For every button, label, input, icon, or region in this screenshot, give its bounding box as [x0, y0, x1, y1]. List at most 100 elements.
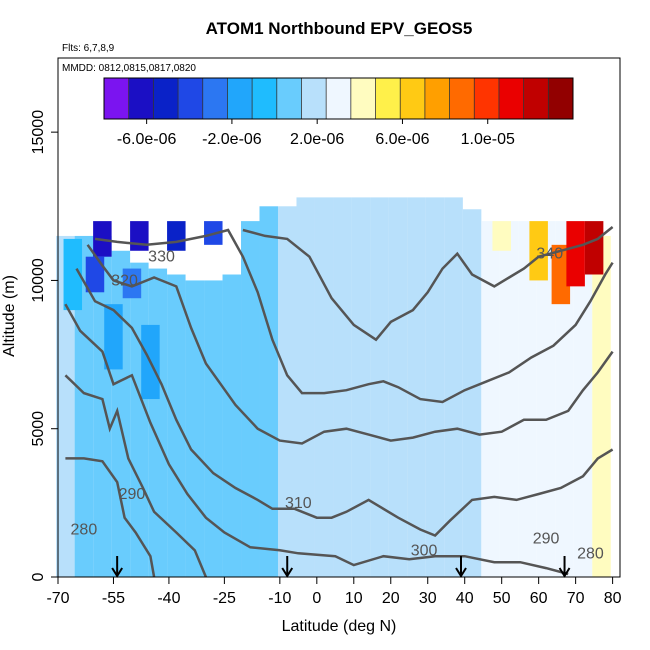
- contour-280: [65, 457, 156, 578]
- x-tick-label: 10: [345, 590, 363, 607]
- heatmap-cell: [122, 268, 142, 299]
- contour-300: [64, 303, 569, 576]
- heatmap-cell: [481, 221, 500, 577]
- colorbar-tick-label: -6.0e-06: [117, 131, 177, 148]
- heatmap-cell: [499, 221, 519, 577]
- colorbar-swatch: [449, 78, 475, 119]
- heatmap-cells: [56, 197, 611, 578]
- heatmap-cell: [492, 221, 511, 251]
- x-tick-label: 20: [382, 590, 400, 607]
- x-tick-label: 70: [567, 590, 585, 607]
- heatmap-cell: [222, 274, 242, 577]
- heatmap-cell: [104, 304, 123, 370]
- heatmap-cell: [536, 221, 556, 577]
- heatmap-cell: [296, 197, 315, 578]
- x-tick-label: -40: [157, 590, 180, 607]
- contour-330: [94, 228, 614, 404]
- heatmap-cell: [529, 221, 548, 281]
- heatmap-cell: [74, 235, 94, 577]
- x-tick-label: 50: [493, 590, 511, 607]
- colorbar-tick-label: -2.0e-06: [202, 131, 262, 148]
- colorbar-swatch: [474, 78, 500, 119]
- contour-label: 280: [577, 545, 604, 562]
- x-tick-label: 40: [456, 590, 474, 607]
- flight-arrowhead: [111, 567, 124, 578]
- x-tick-label: 30: [419, 590, 437, 607]
- dates-label: MMDD: 0812,0815,0817,0820: [62, 63, 196, 74]
- colorbar-swatch: [424, 78, 451, 119]
- colorbar-swatch: [548, 78, 574, 119]
- x-axis: -70 -55 -40 -25 -10 0 10 20 30 40 50 60 70 80: [46, 577, 622, 607]
- flight-arrowhead: [455, 567, 467, 578]
- heatmap-cell: [592, 235, 611, 577]
- colorbar-tick-label: 1.0e-05: [461, 131, 515, 148]
- colorbar-swatch: [523, 78, 549, 119]
- contour-310: [75, 267, 614, 537]
- colorbar-frame: [103, 77, 574, 120]
- heatmap-cell: [277, 206, 297, 578]
- colorbar-swatch: [276, 78, 302, 119]
- heatmap-cell: [566, 221, 585, 287]
- x-tick-label: 0: [312, 590, 321, 607]
- chart-title: ATOM1 Northbound EPV_GEOS5: [206, 19, 473, 38]
- contour-lines: [64, 226, 614, 578]
- colorbar-swatch: [326, 78, 352, 119]
- contour-label: 290: [119, 486, 146, 503]
- flight-arrows: [111, 556, 571, 578]
- heatmap-cell: [370, 197, 389, 578]
- heatmap-cell: [259, 206, 278, 578]
- flights-label: Flts: 6,7,8,9: [62, 43, 115, 54]
- y-tick-label: 5000: [30, 411, 47, 447]
- heatmap-cell: [573, 221, 593, 577]
- colorbar-swatch: [153, 78, 179, 119]
- heatmap-cell: [85, 256, 105, 293]
- colorbar-tick-label: 2.0e-06: [290, 131, 344, 148]
- colorbar-swatch: [104, 78, 130, 119]
- x-axis-label: Latitude (deg N): [282, 618, 397, 635]
- heatmap-cell: [333, 197, 352, 578]
- x-tick-label: 80: [604, 590, 622, 607]
- contour-340: [242, 226, 614, 342]
- heatmap-cell: [462, 209, 482, 577]
- colorbar-swatch: [350, 78, 377, 119]
- heatmap-cell: [444, 197, 463, 578]
- heatmap-cell: [314, 197, 334, 578]
- contour-label: 280: [71, 522, 98, 539]
- heatmap-cell: [204, 280, 223, 577]
- flight-arrowhead: [558, 567, 571, 578]
- contour-label: 330: [148, 249, 175, 266]
- y-tick-label: 0: [30, 572, 47, 581]
- contour-label: 340: [536, 246, 563, 263]
- contour-label: 310: [285, 495, 312, 512]
- heatmap-cell: [111, 250, 131, 577]
- colorbar-swatch: [400, 78, 426, 119]
- contour-label: 290: [533, 530, 560, 547]
- contour-label: 320: [111, 272, 138, 289]
- heatmap-cell: [56, 235, 75, 577]
- heatmap-cell: [63, 238, 83, 311]
- y-axis: 0 5000 10000 15000: [30, 110, 58, 581]
- y-axis-label: Altitude (m): [1, 275, 18, 357]
- heatmap-cell: [241, 221, 260, 577]
- colorbar-tick-label: 6.0e-06: [375, 131, 429, 148]
- heatmap-cell: [167, 221, 186, 251]
- heatmap-cell: [167, 274, 186, 577]
- heatmap-cell: [130, 221, 149, 251]
- colorbar-swatch: [498, 78, 525, 119]
- colorbar: -6.0e-06 -2.0e-06 2.0e-06 6.0e-06 1.0e-05: [103, 77, 574, 148]
- colorbar-swatch: [128, 78, 154, 119]
- contour-320: [86, 244, 614, 445]
- contour-290: [64, 374, 208, 578]
- heatmap-cell: [518, 221, 537, 577]
- y-tick-label: 15000: [30, 110, 47, 155]
- x-tick-label: -10: [268, 590, 291, 607]
- heatmap-cell: [185, 280, 205, 577]
- x-tick-label: -55: [102, 590, 125, 607]
- colorbar-swatch: [227, 78, 253, 119]
- heatmap-cell: [425, 197, 445, 578]
- y-tick-label: 10000: [30, 258, 47, 303]
- colorbar-swatch: [178, 78, 204, 119]
- plot-frame: [57, 57, 621, 578]
- x-tick-label: 60: [530, 590, 548, 607]
